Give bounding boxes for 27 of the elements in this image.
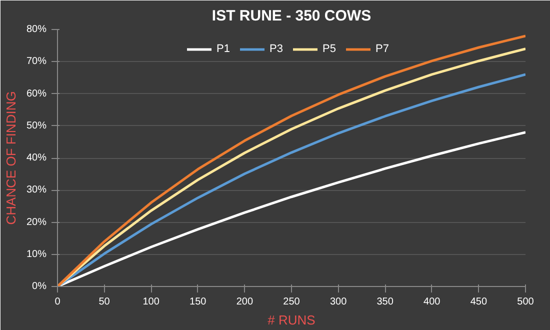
y-tick-label: 70% [26,56,47,68]
x-tick-label: 150 [190,296,207,308]
legend-label: P7 [376,43,390,55]
x-tick-label: 500 [517,296,534,308]
chart-title: IST RUNE - 350 COWS [212,8,372,24]
legend-label: P3 [270,43,284,55]
y-tick-label: 30% [26,184,47,196]
x-tick-label: 350 [376,296,394,308]
y-tick-label: 60% [26,88,47,100]
y-tick-label: 80% [26,24,47,35]
legend-label: P5 [322,43,337,55]
x-tick-label: 400 [424,296,441,308]
y-tick-label: 50% [26,120,47,132]
y-tick-label: 10% [26,248,47,260]
y-axis-title: CHANCE OF FINDING [3,91,18,225]
x-tick-label: 100 [142,296,160,308]
x-tick-label: 450 [470,296,488,308]
legend-label: P1 [216,43,231,55]
x-axis-title: # RUNS [268,312,316,328]
x-tick-label: 50 [98,296,110,308]
x-tick-label: 300 [330,296,348,308]
x-tick-label: 0 [54,296,61,308]
x-tick-label: 250 [283,296,300,308]
x-tick-label: 200 [236,296,254,308]
y-tick-label: 40% [26,152,47,164]
y-tick-label: 0% [32,281,47,292]
y-tick-label: 20% [26,216,47,228]
